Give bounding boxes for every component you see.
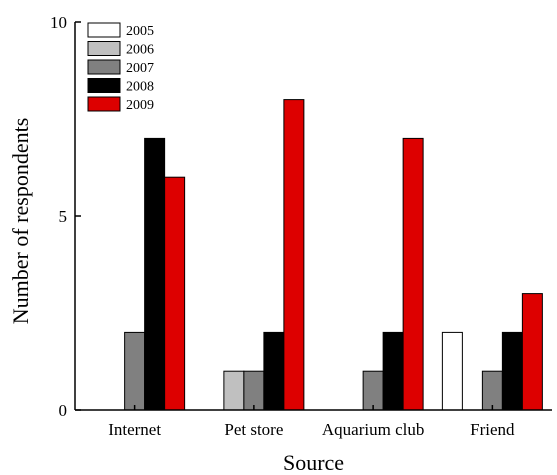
bar-2005-friend: [441, 331, 463, 411]
x-tick-label: Pet store: [224, 420, 283, 439]
bar-2007-aquarium-club: [362, 370, 384, 411]
bars: [124, 99, 543, 411]
bar-2009-pet-store: [283, 99, 305, 411]
bar-2008-friend: [501, 331, 523, 411]
bar-2008-pet-store: [263, 331, 285, 411]
bar-2007-friend: [481, 370, 503, 411]
bar-2007-pet-store: [243, 370, 265, 411]
x-axis-title: Source: [283, 450, 344, 475]
y-tick-label: 0: [59, 401, 68, 420]
bar-2007-internet: [124, 331, 146, 411]
legend-label-2009: 2009: [126, 98, 154, 113]
bar-2008-internet: [144, 137, 166, 411]
bar-2008-aquarium-club: [382, 331, 404, 411]
y-tick-label: 5: [59, 207, 68, 226]
legend-swatch-2005: [87, 22, 121, 38]
legend-swatch-2008: [87, 78, 121, 93]
y-ticks: 0 5 10: [50, 13, 81, 420]
legend-label-2008: 2008: [126, 80, 154, 95]
bar-2009-internet: [164, 176, 186, 411]
bar-2009-aquarium-club: [402, 137, 424, 411]
legend-swatch-2006: [87, 41, 121, 56]
x-tick-label: Friend: [470, 420, 515, 439]
x-tick-label: Aquarium club: [322, 420, 424, 439]
bar-2006-pet-store: [223, 370, 245, 411]
y-tick-label: 10: [50, 13, 67, 32]
legend-label-2005: 2005: [126, 24, 154, 39]
x-ticks: Internet Pet store Aquarium club Friend: [108, 405, 515, 439]
legend-label-2007: 2007: [126, 61, 154, 76]
legend-label-2006: 2006: [126, 43, 154, 58]
bar-2009-friend: [521, 293, 543, 411]
legend-swatch-2007: [87, 59, 121, 75]
x-tick-label: Internet: [108, 420, 161, 439]
y-axis-title: Number of respondents: [8, 118, 33, 325]
legend-swatch-2009: [87, 96, 121, 112]
legend: 2005 2006 2007 2008 2009: [87, 22, 154, 113]
